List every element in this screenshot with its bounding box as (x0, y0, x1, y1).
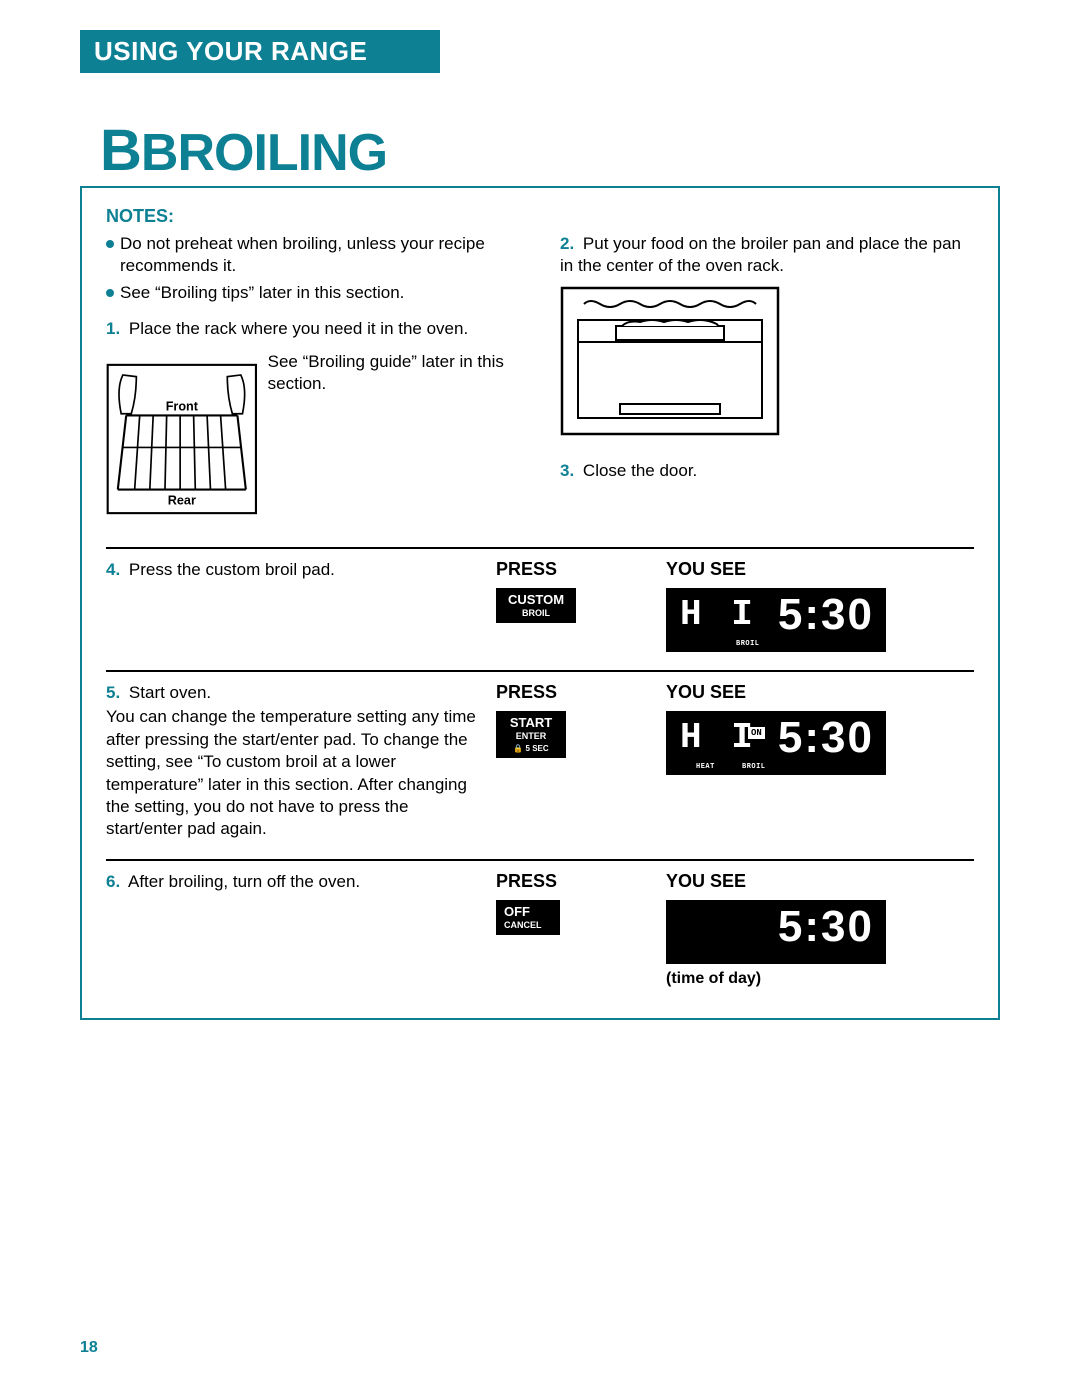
step-text: Place the rack where you need it in the … (129, 319, 468, 338)
you-see-column: YOU SEE H I ON 5:30 HEAT BROIL (666, 682, 974, 775)
broiling-guide-note: See “Broiling guide” later in this secti… (268, 349, 520, 529)
right-column: 2. Put your food on the broiler pan and … (560, 233, 974, 529)
notes-heading: NOTES: (106, 206, 974, 227)
button-line1: START (510, 715, 552, 730)
oven-display: 5:30 (666, 900, 886, 964)
you-see-column: YOU SEE 5:30 (time of day) (666, 871, 974, 988)
button-line2: BROIL (502, 608, 570, 619)
step-text: Close the door. (583, 461, 697, 480)
divider (106, 547, 974, 549)
step-1: 1. Place the rack where you need it in t… (106, 318, 520, 340)
step-5-text: 5. Start oven. You can change the temper… (106, 682, 476, 841)
you-see-column: YOU SEE H I 5:30 BROIL (666, 559, 974, 652)
section-banner: USING YOUR RANGE (80, 30, 440, 73)
display-heat-label: HEAT (696, 763, 715, 771)
press-column: PRESS CUSTOM BROIL (496, 559, 646, 623)
bullet-text: See “Broiling tips” later in this sectio… (120, 282, 404, 304)
you-see-header: YOU SEE (666, 871, 974, 892)
oven-pan-illustration (560, 286, 780, 436)
step-6-row: 6. After broiling, turn off the oven. PR… (106, 871, 974, 988)
press-header: PRESS (496, 871, 646, 892)
step-number: 4. (106, 560, 120, 579)
oven-display: H I 5:30 BROIL (666, 588, 886, 652)
oven-rack-illustration: Front Rear (106, 349, 258, 529)
display-broil-label: BROIL (742, 763, 766, 771)
bullet-dot-icon (106, 240, 114, 248)
display-broil-label: BROIL (736, 640, 760, 648)
step-4-text: 4. Press the custom broil pad. (106, 559, 476, 581)
divider (106, 859, 974, 861)
step1-figure-row: Front Rear See “Broiling guide” later in… (106, 349, 520, 529)
step-number: 3. (560, 461, 574, 480)
button-line1: CUSTOM (508, 592, 564, 607)
display-hi: H I (680, 717, 757, 758)
title-cap: B (100, 118, 141, 183)
step-5-detail: You can change the temperature setting a… (106, 706, 476, 841)
button-line3: 🔒 5 SEC (502, 744, 560, 754)
step-text: Start oven. (129, 683, 211, 702)
press-header: PRESS (496, 559, 646, 580)
title-rest: BROILING (141, 124, 387, 182)
button-line1: OFF (504, 904, 530, 919)
front-label: Front (166, 399, 199, 413)
button-line2: CANCEL (504, 920, 554, 931)
step-text: After broiling, turn off the oven. (128, 872, 360, 891)
rear-label: Rear (168, 493, 196, 507)
step-3: 3. Close the door. (560, 460, 974, 482)
custom-broil-button[interactable]: CUSTOM BROIL (496, 588, 576, 623)
step-text: Press the custom broil pad. (129, 560, 335, 579)
step-number: 5. (106, 683, 120, 702)
press-column: PRESS OFF CANCEL (496, 871, 646, 935)
display-time: 5:30 (778, 713, 874, 763)
display-time: 5:30 (778, 902, 874, 952)
step-number: 1. (106, 319, 120, 338)
top-columns: Do not preheat when broiling, unless you… (106, 233, 974, 529)
display-on-indicator: ON (748, 727, 765, 739)
step-number: 6. (106, 872, 120, 891)
display-hi: H I (680, 594, 757, 635)
step-number: 2. (560, 234, 574, 253)
page-title: BBROILING (100, 117, 1000, 184)
step-4-row: 4. Press the custom broil pad. PRESS CUS… (106, 559, 974, 652)
bullet-text: Do not preheat when broiling, unless you… (120, 233, 520, 278)
you-see-header: YOU SEE (666, 682, 974, 703)
step-text: Put your food on the broiler pan and pla… (560, 234, 961, 275)
content-frame: NOTES: Do not preheat when broiling, unl… (80, 186, 1000, 1020)
press-column: PRESS START ENTER 🔒 5 SEC (496, 682, 646, 758)
divider (106, 670, 974, 672)
button-line2: ENTER (502, 731, 560, 742)
display-time: 5:30 (778, 590, 874, 640)
step-2: 2. Put your food on the broiler pan and … (560, 233, 974, 278)
off-cancel-button[interactable]: OFF CANCEL (496, 900, 560, 935)
bullet-dot-icon (106, 289, 114, 297)
page-number: 18 (80, 1339, 98, 1357)
lock-icon: 🔒 (513, 744, 523, 753)
start-enter-button[interactable]: START ENTER 🔒 5 SEC (496, 711, 566, 758)
time-of-day-caption: (time of day) (666, 970, 974, 988)
step-6-text: 6. After broiling, turn off the oven. (106, 871, 476, 893)
bullet-item: See “Broiling tips” later in this sectio… (106, 282, 520, 304)
bullet-item: Do not preheat when broiling, unless you… (106, 233, 520, 278)
left-column: Do not preheat when broiling, unless you… (106, 233, 520, 529)
you-see-header: YOU SEE (666, 559, 974, 580)
press-header: PRESS (496, 682, 646, 703)
step-5-row: 5. Start oven. You can change the temper… (106, 682, 974, 841)
oven-display: H I ON 5:30 HEAT BROIL (666, 711, 886, 775)
